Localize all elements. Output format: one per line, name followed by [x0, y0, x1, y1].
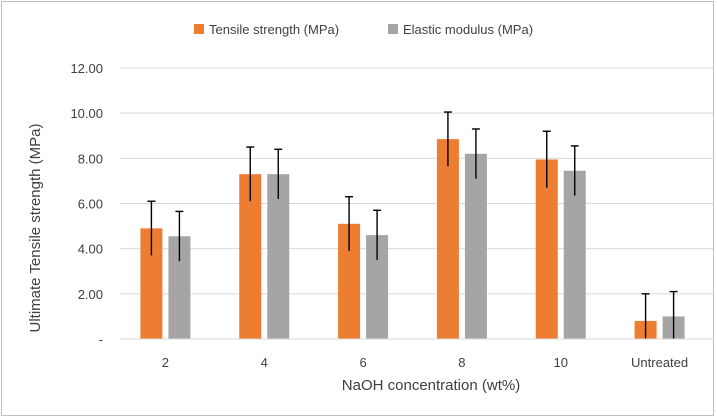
y-tick-label: 4.00: [78, 242, 103, 257]
x-tick-label: Untreated: [631, 355, 688, 370]
legend-swatch-elastic-modulus: [388, 24, 398, 34]
x-tick-label: 4: [261, 355, 268, 370]
bar-tensile-strength-4: [239, 174, 262, 339]
bar-elastic-modulus-4: [267, 174, 290, 339]
x-tick-label: 2: [162, 355, 169, 370]
error-bars: [147, 111, 678, 339]
x-axis-tick-labels: 2 4 6 8 10 Untreated: [162, 355, 688, 370]
legend: Tensile strength (MPa) Elastic modulus (…: [194, 22, 533, 37]
bar-elastic-modulus-6: [366, 235, 389, 339]
y-tick-label: 12.00: [70, 61, 103, 76]
y-tick-label: 8.00: [78, 151, 103, 166]
y-axis-title: Ultimate Tensile strength (MPa): [27, 124, 44, 333]
bar-elastic-modulus-2: [168, 236, 191, 339]
y-tick-label: 10.00: [70, 106, 103, 121]
bars: [140, 139, 685, 339]
bar-tensile-strength-8: [436, 139, 459, 339]
x-tick-label: 8: [458, 355, 465, 370]
bar-tensile-strength-2: [140, 228, 163, 339]
x-tick-label: 10: [554, 355, 568, 370]
x-axis-title: NaOH concentration (wt%): [342, 377, 520, 394]
gridlines: [120, 67, 713, 295]
y-axis-tick-labels: - 2.00 4.00 6.00 8.00 10.00 12.00: [70, 61, 103, 347]
y-tick-label: 6.00: [78, 197, 103, 212]
y-tick-label: 2.00: [78, 287, 103, 302]
legend-label-tensile-strength: Tensile strength (MPa): [209, 22, 339, 37]
legend-swatch-tensile-strength: [194, 24, 204, 34]
x-tick-label: 6: [359, 355, 366, 370]
bar-tensile-strength-6: [338, 223, 361, 339]
legend-label-elastic-modulus: Elastic modulus (MPa): [403, 22, 533, 37]
bar-tensile-strength-10: [535, 159, 558, 339]
bar-elastic-modulus-10: [563, 170, 586, 339]
bar-elastic-modulus-8: [464, 153, 487, 339]
y-tick-label: -: [99, 332, 103, 347]
